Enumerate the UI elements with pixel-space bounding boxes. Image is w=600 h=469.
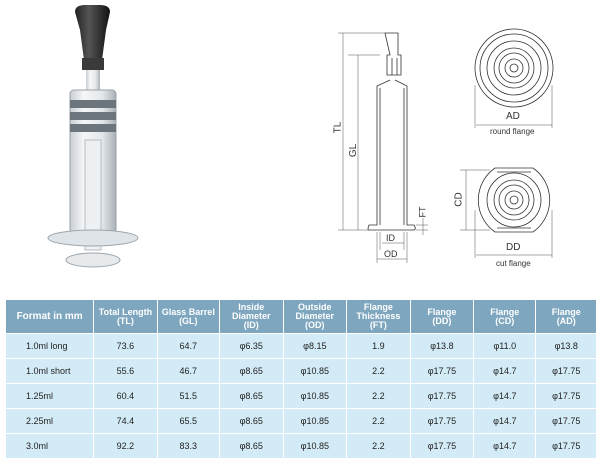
value-cell: φ10.85 (283, 384, 347, 408)
column-header-text: Thickness (356, 311, 401, 321)
format-cell: 3.0ml (6, 434, 94, 458)
column-header-text: (FT) (369, 320, 387, 330)
value-cell: 1.9 (347, 334, 410, 358)
value-cell: φ14.7 (474, 384, 536, 408)
column-header: Outside Diameter (OD) (283, 300, 347, 333)
column-header-text: Inside (238, 302, 265, 312)
value-cell: φ17.75 (410, 359, 474, 383)
value-cell: φ17.75 (536, 384, 596, 408)
value-cell: φ17.75 (410, 384, 474, 408)
value-cell: 2.2 (347, 359, 410, 383)
value-cell: 73.6 (94, 334, 157, 358)
value-cell: φ14.7 (474, 359, 536, 383)
value-cell: 2.2 (347, 384, 410, 408)
table-row: 1.0ml long 73.6 64.7 φ6.35 φ8.15 1.9 φ13.8 φ11.… (6, 334, 596, 358)
value-cell: 74.4 (94, 409, 157, 433)
format-cell: 1.0ml short (6, 359, 94, 383)
value-cell: φ6.35 (219, 334, 283, 358)
table-row: 1.0ml short 55.6 46.7 φ8.65 φ10.85 2.2 φ17.75 φ… (6, 359, 596, 383)
dd-label: DD (506, 242, 521, 253)
column-header-text: (AD) (556, 315, 576, 326)
value-cell: 92.2 (94, 434, 157, 458)
cut-flange-caption: cut flange (496, 259, 531, 268)
column-header-text: Format in mm (16, 311, 83, 322)
column-header: Total Length (TL) (94, 300, 157, 333)
value-cell: φ13.8 (536, 334, 596, 358)
value-cell: φ13.8 (410, 334, 474, 358)
value-cell: φ8.65 (219, 359, 283, 383)
column-header: Flange (DD) (410, 300, 474, 333)
table-row: 3.0ml 92.2 83.3 φ8.65 φ10.85 2.2 φ17.75 φ14.7 φ1… (6, 434, 596, 458)
column-header-text: Flange (490, 306, 520, 317)
value-cell: φ17.75 (410, 434, 474, 458)
column-header-text: Diameter (231, 311, 271, 321)
table-header-row: Format in mm Total Length (TL) Glass Barrel… (6, 300, 596, 333)
column-header: Inside Diameter (ID) (219, 300, 283, 333)
column-header-text: Total Length (98, 306, 153, 317)
value-cell: 55.6 (94, 359, 157, 383)
value-cell: φ14.7 (474, 409, 536, 433)
column-header-text: Flange (363, 302, 393, 312)
value-cell: φ8.15 (283, 334, 347, 358)
value-cell: 2.2 (347, 434, 410, 458)
value-cell: φ17.75 (536, 359, 596, 383)
gl-label: GL (348, 143, 360, 158)
column-header-text: Diameter (295, 311, 335, 321)
value-cell: 64.7 (157, 334, 219, 358)
column-header-text: Outside (298, 302, 332, 312)
value-cell: φ14.7 (474, 434, 536, 458)
column-header-text: (TL) (116, 315, 134, 326)
column-header: Flange (CD) (474, 300, 536, 333)
ad-label: AD (506, 111, 520, 122)
value-cell: 65.5 (157, 409, 219, 433)
value-cell: 60.4 (94, 384, 157, 408)
table-row: 2.25ml 74.4 65.5 φ8.65 φ10.85 2.2 φ17.75 φ14.7 φ… (6, 409, 596, 433)
value-cell: 46.7 (157, 359, 219, 383)
technical-drawing: TL GL FT ID OD AD round flange CD DD cut… (320, 0, 600, 290)
column-header-text: (OD) (305, 320, 325, 330)
ft-label: FT (417, 206, 428, 218)
value-cell: φ17.75 (536, 409, 596, 433)
table-row: 1.25ml 60.4 51.5 φ8.65 φ10.85 2.2 φ17.75 φ14.7 φ… (6, 384, 596, 408)
value-cell: φ17.75 (410, 409, 474, 433)
value-cell: 83.3 (157, 434, 219, 458)
column-header-text: Flange (427, 306, 457, 317)
specification-table: Format in mm Total Length (TL) Glass Barrel… (5, 299, 597, 459)
id-label: ID (386, 233, 395, 243)
column-header-text: (GL) (179, 315, 198, 326)
column-header-text: (ID) (243, 320, 259, 330)
column-header: Format in mm (6, 300, 94, 333)
value-cell: φ11.0 (474, 334, 536, 358)
column-header: Glass Barrel (GL) (157, 300, 219, 333)
value-cell: φ17.75 (536, 434, 596, 458)
column-header-text: Flange (551, 306, 581, 317)
cd-label: CD (453, 192, 465, 207)
od-label: OD (384, 249, 398, 259)
value-cell: φ8.65 (219, 409, 283, 433)
value-cell: 51.5 (157, 384, 219, 408)
value-cell: φ8.65 (219, 434, 283, 458)
format-cell: 1.0ml long (6, 334, 94, 358)
syringe-photo (47, 5, 139, 268)
column-header-text: (DD) (432, 315, 452, 326)
column-header-text: Glass Barrel (161, 306, 215, 317)
column-header: Flange Thickness (FT) (347, 300, 410, 333)
format-cell: 2.25ml (6, 409, 94, 433)
format-cell: 1.25ml (6, 384, 94, 408)
value-cell: φ10.85 (283, 409, 347, 433)
column-header: Flange (AD) (536, 300, 596, 333)
value-cell: φ8.65 (219, 384, 283, 408)
column-header-text: (CD) (495, 315, 515, 326)
value-cell: φ10.85 (283, 359, 347, 383)
round-flange-caption: round flange (490, 127, 535, 136)
value-cell: φ10.85 (283, 434, 347, 458)
tl-label: TL (332, 121, 344, 134)
value-cell: 2.2 (347, 409, 410, 433)
